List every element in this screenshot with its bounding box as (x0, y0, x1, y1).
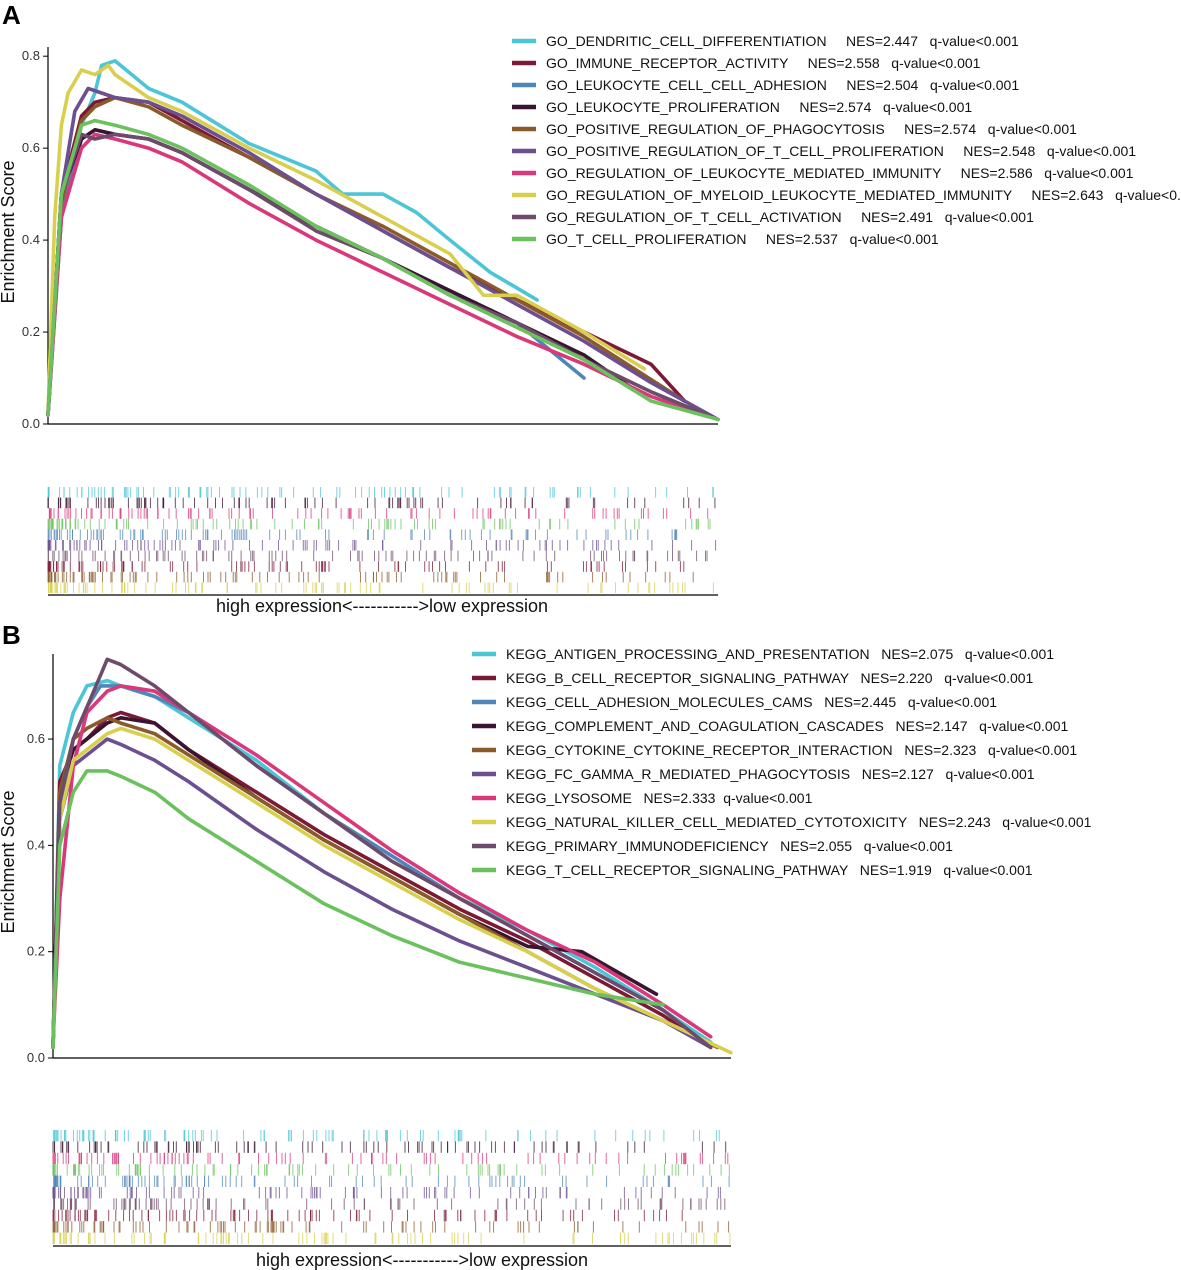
legend-entry: KEGG_T_CELL_RECEPTOR_SIGNALING_PATHWAY N… (506, 862, 1033, 878)
panel-a-rug (47, 487, 717, 593)
legend-entry: KEGG_CYTOKINE_CYTOKINE_RECEPTOR_INTERACT… (506, 742, 1077, 758)
series-line-10 (46, 118, 720, 422)
panel-b-rug (52, 1130, 731, 1244)
series-line-9 (51, 657, 713, 1050)
series-line-1 (46, 58, 539, 417)
legend-entry: KEGG_PRIMARY_IMMUNODEFICIENCY NES=2.055 … (506, 838, 953, 854)
legend-entry: KEGG_LYSOSOME NES=2.333 q-value<0.001 (506, 790, 813, 806)
legend-entry: GO_POSITIVE_REGULATION_OF_PHAGOCYTOSIS N… (546, 121, 1077, 137)
legend-entry: GO_T_CELL_PROLIFERATION NES=2.537 q-valu… (546, 231, 939, 247)
y-tick-label: 0.0 (27, 1050, 45, 1065)
y-tick-label: 0.4 (22, 232, 40, 247)
panel-a-letter: A (2, 0, 21, 30)
panel-a-lines (46, 58, 720, 422)
series-line-4 (46, 128, 633, 417)
series-line-8 (51, 726, 733, 1055)
panel-b-direction-label: high expression<----------->low expressi… (256, 1250, 588, 1270)
panel-b-legend: KEGG_ANTIGEN_PROCESSING_AND_PRESENTATION… (472, 646, 1092, 878)
series-line-6 (46, 86, 720, 422)
legend-entry: GO_REGULATION_OF_T_CELL_ACTIVATION NES=2… (546, 209, 1034, 225)
panel-b-lines (51, 657, 733, 1055)
legend-entry: KEGG_COMPLEMENT_AND_COAGULATION_CASCADES… (506, 718, 1069, 734)
panel-a-y-ticks: 0.0 0.2 0.4 0.6 0.8 (22, 48, 48, 431)
panel-b-letter: B (2, 620, 21, 650)
panel-b: B Enrichment Score 0.0 0.2 0.4 0.6 KEGG_ANT… (0, 620, 1092, 1270)
y-tick-label: 0.8 (22, 48, 40, 63)
legend-entry: GO_REGULATION_OF_LEUKOCYTE_MEDIATED_IMMU… (546, 165, 1134, 181)
y-tick-label: 0.6 (27, 731, 45, 746)
y-tick-label: 0.0 (22, 416, 40, 431)
legend-entry: GO_IMMUNE_RECEPTOR_ACTIVITY NES=2.558 q-… (546, 55, 981, 71)
legend-entry: KEGG_B_CELL_RECEPTOR_SIGNALING_PATHWAY N… (506, 670, 1034, 686)
legend-entry: GO_POSITIVE_REGULATION_OF_T_CELL_PROLIFE… (546, 143, 1136, 159)
y-tick-label: 0.2 (22, 324, 40, 339)
series-line-8 (46, 63, 647, 417)
panel-a-legend: GO_DENDRITIC_CELL_DIFFERENTIATION NES=2.… (512, 33, 1181, 247)
legend-entry: KEGG_NATURAL_KILLER_CELL_MEDIATED_CYTOTO… (506, 814, 1092, 830)
panel-a: A Enrichment Score 0.0 0.2 0.4 0.6 0.8 GO_DE… (0, 0, 1181, 616)
legend-entry: KEGG_FC_GAMMA_R_MEDIATED_PHAGOCYTOSIS NE… (506, 766, 1035, 782)
series-line-7 (51, 684, 713, 1044)
series-line-10 (51, 769, 666, 1050)
legend-entry: GO_LEUKOCYTE_PROLIFERATION NES=2.574 q-v… (546, 99, 972, 115)
panel-b-y-ticks: 0.0 0.2 0.4 0.6 (27, 731, 53, 1065)
y-tick-label: 0.6 (22, 140, 40, 155)
panel-a-direction-label: high expression<----------->low expressi… (216, 596, 548, 616)
legend-entry: GO_DENDRITIC_CELL_DIFFERENTIATION NES=2.… (546, 33, 1019, 49)
panel-b-ylabel: Enrichment Score (0, 790, 18, 933)
series-line-6 (51, 737, 713, 1050)
y-tick-label: 0.4 (27, 837, 45, 852)
panel-a-ylabel: Enrichment Score (0, 160, 18, 303)
legend-entry: KEGG_CELL_ADHESION_MOLECULES_CAMS NES=2.… (506, 694, 997, 710)
legend-entry: KEGG_ANTIGEN_PROCESSING_AND_PRESENTATION… (506, 646, 1054, 662)
legend-entry: GO_LEUKOCYTE_CELL_CELL_ADHESION NES=2.50… (546, 77, 1019, 93)
y-tick-label: 0.2 (27, 944, 45, 959)
legend-entry: GO_REGULATION_OF_MYELOID_LEUKOCYTE_MEDIA… (546, 187, 1181, 203)
series-line-7 (46, 132, 720, 422)
